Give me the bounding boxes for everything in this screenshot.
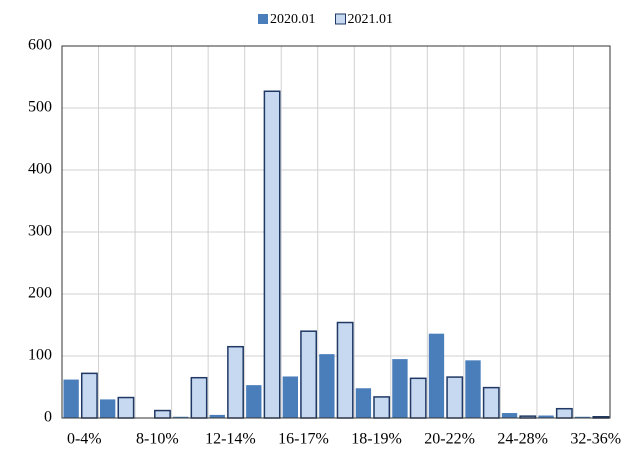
bar — [117, 396, 135, 419]
x-tick-label: 20-22% — [424, 431, 475, 448]
bar — [173, 416, 189, 418]
x-tick-label: 32-36% — [570, 431, 621, 448]
bar — [538, 415, 554, 418]
bar — [336, 321, 354, 419]
x-tick-label: 8-10% — [136, 431, 179, 448]
y-tick-label: 200 — [28, 285, 52, 302]
bar — [428, 333, 445, 418]
x-tick-label: 12-14% — [205, 431, 256, 448]
y-tick-label: 100 — [28, 347, 52, 364]
y-tick-label: 600 — [28, 37, 52, 54]
bar — [209, 414, 225, 418]
bar — [227, 345, 244, 419]
bar — [501, 413, 518, 418]
plot-frame — [61, 45, 611, 419]
bar — [263, 90, 281, 419]
x-tick-label: 16-17% — [278, 431, 329, 448]
y-tick-label: 400 — [28, 161, 52, 178]
x-tick-label: 0-4% — [67, 431, 102, 448]
legend-label: 2021.01 — [348, 12, 394, 27]
bar — [190, 376, 208, 419]
x-tick-label: 18-19% — [351, 431, 402, 448]
x-tick-label: 24-28% — [497, 431, 548, 448]
bar — [392, 359, 408, 418]
legend-swatch — [258, 14, 268, 24]
y-tick-label: 300 — [28, 223, 52, 240]
bar — [80, 372, 98, 419]
bar — [465, 360, 481, 418]
bar — [409, 377, 427, 419]
y-tick-label: 0 — [44, 409, 52, 426]
bar — [246, 385, 262, 418]
bar — [574, 416, 591, 418]
bar — [355, 388, 372, 418]
bar — [373, 396, 391, 419]
bar — [154, 409, 171, 419]
bar — [63, 379, 79, 418]
bar — [282, 376, 299, 418]
bar — [482, 386, 500, 419]
bar — [300, 330, 318, 419]
bar — [319, 354, 335, 418]
bar — [99, 399, 116, 418]
legend-label: 2020.01 — [270, 12, 316, 27]
legend-swatch — [335, 13, 346, 25]
y-tick-label: 500 — [28, 99, 52, 116]
bar — [446, 376, 464, 419]
bar — [555, 407, 573, 419]
